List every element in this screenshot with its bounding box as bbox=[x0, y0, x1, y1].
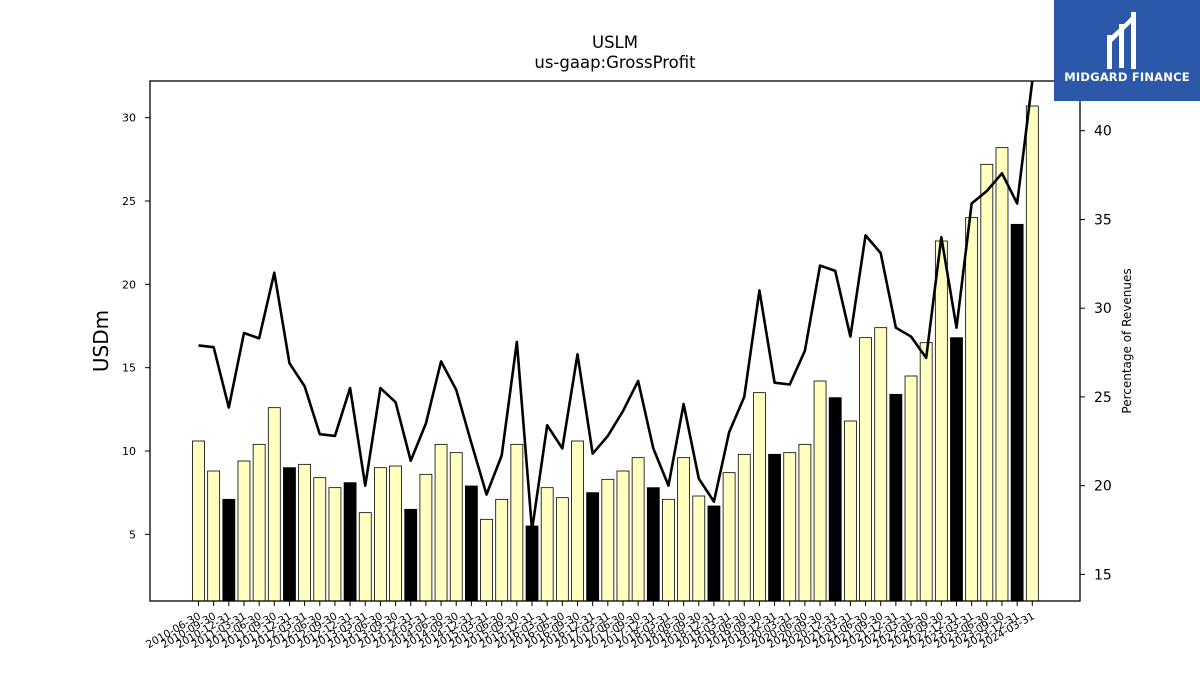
y2-tick-label: 40 bbox=[1094, 124, 1112, 140]
bar bbox=[889, 393, 903, 602]
bar bbox=[737, 453, 751, 602]
chart-title: USLM bbox=[592, 33, 638, 52]
y2-tick-label: 15 bbox=[1094, 567, 1112, 583]
y-tick-label: 5 bbox=[129, 528, 136, 541]
bar bbox=[358, 512, 372, 602]
bar bbox=[222, 498, 236, 602]
midgard-logo-icon bbox=[1107, 12, 1136, 69]
bar bbox=[207, 470, 221, 602]
y-axis-label: USDm bbox=[89, 310, 113, 372]
bar bbox=[934, 240, 948, 602]
bar bbox=[995, 147, 1009, 602]
y2-tick-label: 20 bbox=[1094, 479, 1112, 495]
y2-tick-label: 30 bbox=[1094, 301, 1112, 317]
brand-logo: MIDGARD FINANCE bbox=[1054, 0, 1200, 101]
bar bbox=[828, 397, 842, 602]
bar bbox=[434, 443, 448, 602]
bar bbox=[343, 482, 357, 602]
bar bbox=[692, 495, 706, 602]
x-axis: 2010-06-302010-09-302010-12-312011-03-31… bbox=[144, 601, 1037, 651]
bar bbox=[328, 487, 342, 602]
bar bbox=[313, 477, 327, 602]
bar bbox=[662, 498, 675, 602]
bar bbox=[965, 217, 979, 602]
bar bbox=[540, 487, 554, 602]
bar bbox=[374, 467, 387, 602]
bar-series bbox=[192, 105, 1039, 602]
bar bbox=[464, 485, 478, 602]
bar bbox=[192, 440, 205, 602]
bar bbox=[919, 342, 933, 602]
bar bbox=[843, 420, 857, 602]
bar bbox=[601, 478, 615, 602]
y-axis-right: 15 20 25 30 35 40 bbox=[1080, 124, 1112, 583]
y2-tick-label: 35 bbox=[1094, 212, 1112, 228]
bar bbox=[571, 440, 584, 602]
bar bbox=[555, 497, 569, 602]
logo-text: MIDGARD FINANCE bbox=[1064, 70, 1190, 84]
bar bbox=[449, 452, 463, 602]
bar bbox=[768, 453, 781, 602]
y-axis-left: 5 10 15 20 25 30 bbox=[122, 112, 150, 541]
bar bbox=[813, 380, 827, 602]
line-series bbox=[198, 80, 1034, 532]
bar bbox=[237, 460, 251, 602]
bar bbox=[495, 498, 509, 602]
bar bbox=[525, 525, 539, 602]
line-path bbox=[198, 80, 1034, 532]
bar bbox=[753, 392, 766, 602]
y-tick-label: 25 bbox=[122, 195, 136, 208]
bar bbox=[419, 473, 433, 602]
bar bbox=[722, 472, 736, 602]
bar bbox=[298, 463, 312, 602]
bar bbox=[389, 465, 402, 602]
bar bbox=[798, 443, 812, 602]
bar bbox=[783, 452, 797, 602]
y2-tick-label: 25 bbox=[1094, 390, 1112, 406]
y-tick-label: 10 bbox=[122, 445, 136, 458]
bar bbox=[616, 470, 630, 602]
bar bbox=[980, 163, 994, 602]
bar bbox=[510, 443, 524, 602]
bar bbox=[1010, 223, 1024, 602]
bar bbox=[1025, 105, 1039, 602]
bar bbox=[707, 505, 721, 602]
bar bbox=[252, 443, 266, 602]
bar bbox=[586, 492, 600, 602]
bar bbox=[677, 457, 691, 602]
chart-subtitle: us-gaap:GrossProfit bbox=[534, 53, 696, 72]
bar bbox=[904, 375, 918, 602]
bar bbox=[480, 518, 493, 602]
y-tick-label: 15 bbox=[122, 362, 136, 375]
bar bbox=[267, 407, 281, 602]
bar bbox=[283, 467, 296, 602]
bar bbox=[404, 508, 418, 602]
y-tick-label: 20 bbox=[122, 278, 136, 291]
y-tick-label: 30 bbox=[122, 112, 136, 125]
bar bbox=[950, 337, 963, 602]
bar bbox=[874, 327, 888, 602]
bar bbox=[859, 337, 872, 602]
bar bbox=[646, 487, 660, 602]
y2-axis-label: Percentage of Revenues bbox=[1120, 268, 1134, 413]
bar bbox=[631, 457, 645, 602]
plot-frame bbox=[149, 80, 1081, 602]
